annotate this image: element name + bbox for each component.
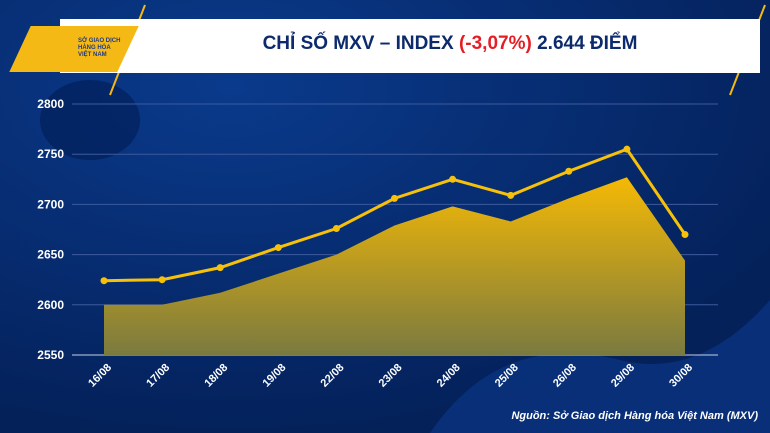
- title-change: (-3,07%): [458, 33, 532, 54]
- data-point: [391, 194, 398, 202]
- source-note: Nguồn: Sở Giao dịch Hàng hóa Việt Nam (M…: [511, 410, 758, 422]
- x-tick-label: 23/08: [377, 362, 405, 390]
- data-point: [507, 191, 515, 199]
- y-tick-label: 2600: [37, 298, 64, 312]
- x-tick-label: 30/08: [667, 362, 695, 390]
- data-point: [216, 264, 224, 272]
- x-tick-label: 16/08: [86, 362, 114, 390]
- x-tick-label: 17/08: [144, 362, 172, 390]
- x-tick-label: 18/08: [202, 362, 230, 390]
- logo-line: HÀNG HÓA: [78, 45, 111, 51]
- logo-text: SỞ GIAO DỊCH HÀNG HÓA VIỆT NAM: [78, 38, 120, 59]
- x-tick-label: 22/08: [319, 362, 347, 390]
- x-tick-label: 24/08: [435, 362, 463, 390]
- data-point: [681, 231, 689, 239]
- data-point: [565, 167, 573, 175]
- x-tick-label: 26/08: [551, 362, 579, 390]
- y-tick-label: 2650: [37, 248, 64, 262]
- y-tick-label: 2800: [37, 97, 64, 111]
- title-value: 2.644 ĐIỂM: [537, 33, 638, 54]
- data-point: [449, 175, 457, 183]
- logo-line: VIỆT NAM: [78, 52, 107, 58]
- data-point: [274, 244, 282, 252]
- data-point: [332, 224, 340, 232]
- data-point: [158, 276, 166, 284]
- x-tick-label: 29/08: [609, 362, 637, 390]
- data-point: [623, 145, 631, 153]
- x-tick-label: 25/08: [493, 362, 521, 390]
- logo-line: SỞ GIAO DỊCH: [78, 38, 121, 44]
- chart-title: CHỈ SỐ MXV – INDEX (-3,07%) 2.644 ĐIỂM: [150, 33, 750, 55]
- data-point: [100, 277, 108, 285]
- title-banner: [60, 19, 760, 73]
- x-tick-label: 19/08: [260, 362, 288, 390]
- area-series: [104, 177, 685, 355]
- y-tick-label: 2550: [37, 348, 64, 362]
- title-prefix: CHỈ SỐ MXV – INDEX: [262, 33, 454, 54]
- y-tick-label: 2750: [37, 147, 64, 161]
- y-tick-label: 2700: [37, 197, 64, 211]
